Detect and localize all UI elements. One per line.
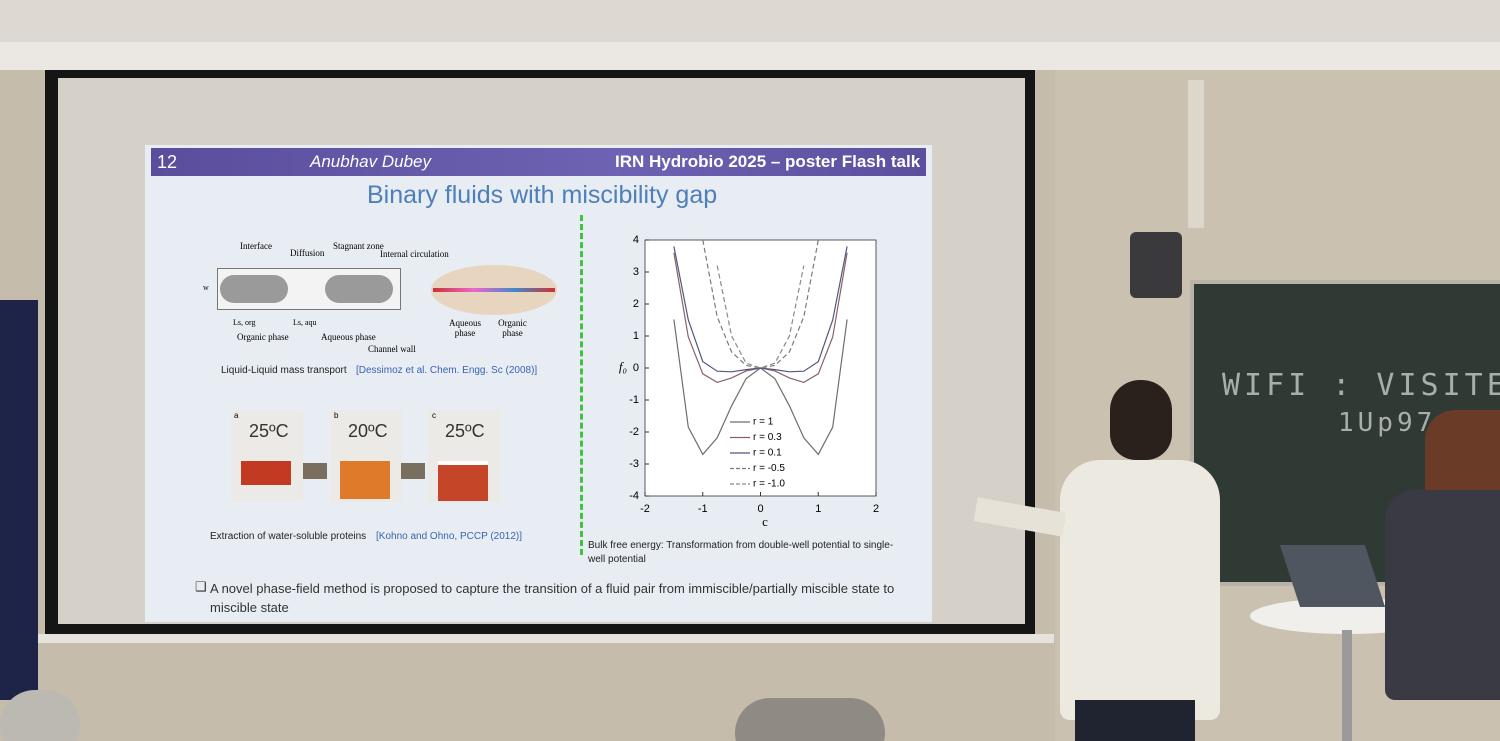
- figure-label: w: [203, 283, 209, 292]
- y-tick-label: -4: [629, 490, 639, 502]
- ceiling-beam: [0, 42, 1500, 70]
- vial-temp: 25ºC: [445, 421, 485, 441]
- vial-liquid: [241, 461, 291, 485]
- y-axis-label: f₀: [619, 359, 627, 374]
- slide: 12 Anubhav Dubey IRN Hydrobio 2025 – pos…: [145, 145, 932, 622]
- vial-letter: b: [334, 411, 339, 420]
- legend-label: r = -0.5: [753, 463, 785, 474]
- vial-temp: 20ºC: [348, 421, 388, 441]
- x-axis-label: c: [762, 514, 768, 529]
- figure-label: Organic phase: [237, 332, 289, 342]
- arrow: [401, 463, 425, 479]
- organic-slug: [220, 275, 288, 303]
- caption: Liquid-Liquid mass transport: [221, 365, 347, 376]
- y-tick-label: 0: [633, 362, 639, 374]
- figure-label: Diffusion: [290, 248, 325, 258]
- interface-line: [433, 288, 555, 292]
- legend-label: r = -1.0: [753, 479, 785, 490]
- event: IRN Hydrobio 2025 – poster Flash talk: [615, 152, 921, 171]
- figure-label: Channel wall: [368, 344, 416, 354]
- organic-slug: [325, 275, 393, 303]
- figure-label: Interface: [240, 241, 272, 251]
- legend-label: r = 0.1: [753, 448, 782, 459]
- arrow: [303, 463, 327, 479]
- vial-liquid: [340, 461, 390, 499]
- board-text: 1Up97: [1338, 408, 1437, 438]
- author: Anubhav Dubey: [310, 152, 431, 171]
- presenter-head: [1110, 380, 1172, 460]
- ceiling: [0, 0, 1500, 42]
- banner: [0, 300, 38, 700]
- figure-label: Organic phase: [498, 318, 527, 338]
- presenter-trousers: [1075, 700, 1195, 741]
- series-line: [702, 239, 819, 369]
- attendee-blouse: [1385, 490, 1500, 700]
- speaker: [1188, 80, 1204, 228]
- citation: [Dessimoz et al. Chem. Engg. Sc (2008)]: [356, 365, 538, 376]
- board-text: WIFI : VISITEUR: [1222, 368, 1500, 403]
- x-tick-label: -2: [640, 503, 650, 515]
- audience-head: [0, 690, 80, 741]
- legend-label: r = 1: [753, 417, 774, 428]
- citation: [Kohno and Ohno, PCCP (2012)]: [376, 531, 523, 542]
- series-line: [716, 265, 805, 369]
- vial-liquid: [438, 461, 488, 501]
- camera: [1130, 232, 1182, 298]
- vial-photo: [231, 410, 303, 502]
- slide-header: [151, 148, 926, 176]
- caption: Extraction of water-soluble proteins: [210, 531, 367, 542]
- slide-title: Binary fluids with miscibility gap: [367, 181, 718, 209]
- audience-head: [735, 698, 885, 741]
- figure-label: Ls, org: [233, 318, 256, 327]
- x-tick-label: -1: [698, 503, 708, 515]
- figure-label: Internal circulation: [380, 249, 449, 259]
- series-line: [673, 246, 848, 373]
- figure-label: Aqueous phase: [449, 318, 481, 338]
- chart: c f₀ -2 -1 0 1 2 -4 -3 -2 -1 0 1 2 3 4 r = 1 r = 0.3 r =…: [619, 234, 879, 529]
- figure-label: Ls, aqu: [293, 318, 317, 327]
- screen-bar: [38, 634, 1054, 643]
- y-tick-label: -1: [629, 394, 639, 406]
- x-tick-label: 0: [757, 503, 763, 515]
- caption: Bulk free energy: Transformation from do…: [588, 540, 894, 565]
- table-leg: [1342, 630, 1352, 741]
- vial-letter: a: [234, 411, 239, 420]
- y-tick-label: -2: [629, 426, 639, 438]
- separator: [580, 215, 583, 555]
- presenter-shirt: [1060, 460, 1220, 720]
- x-tick-label: 2: [873, 503, 879, 515]
- y-tick-label: 1: [633, 330, 639, 342]
- slide-number: 12: [157, 152, 178, 172]
- y-tick-label: 3: [633, 266, 639, 278]
- y-tick-label: -3: [629, 458, 639, 470]
- y-tick-label: 4: [633, 234, 639, 246]
- legend-label: r = 0.3: [753, 432, 782, 443]
- figure-label: Stagnant zone: [333, 241, 384, 251]
- y-tick-label: 2: [633, 298, 639, 310]
- vial-temp: 25ºC: [249, 421, 289, 441]
- vial-letter: c: [432, 411, 436, 420]
- x-tick-label: 1: [815, 503, 821, 515]
- bullet-marker: ❑: [195, 579, 207, 594]
- bullet-text: A novel phase-field method is proposed t…: [210, 581, 895, 615]
- figure-label: Aqueous phase: [321, 332, 376, 342]
